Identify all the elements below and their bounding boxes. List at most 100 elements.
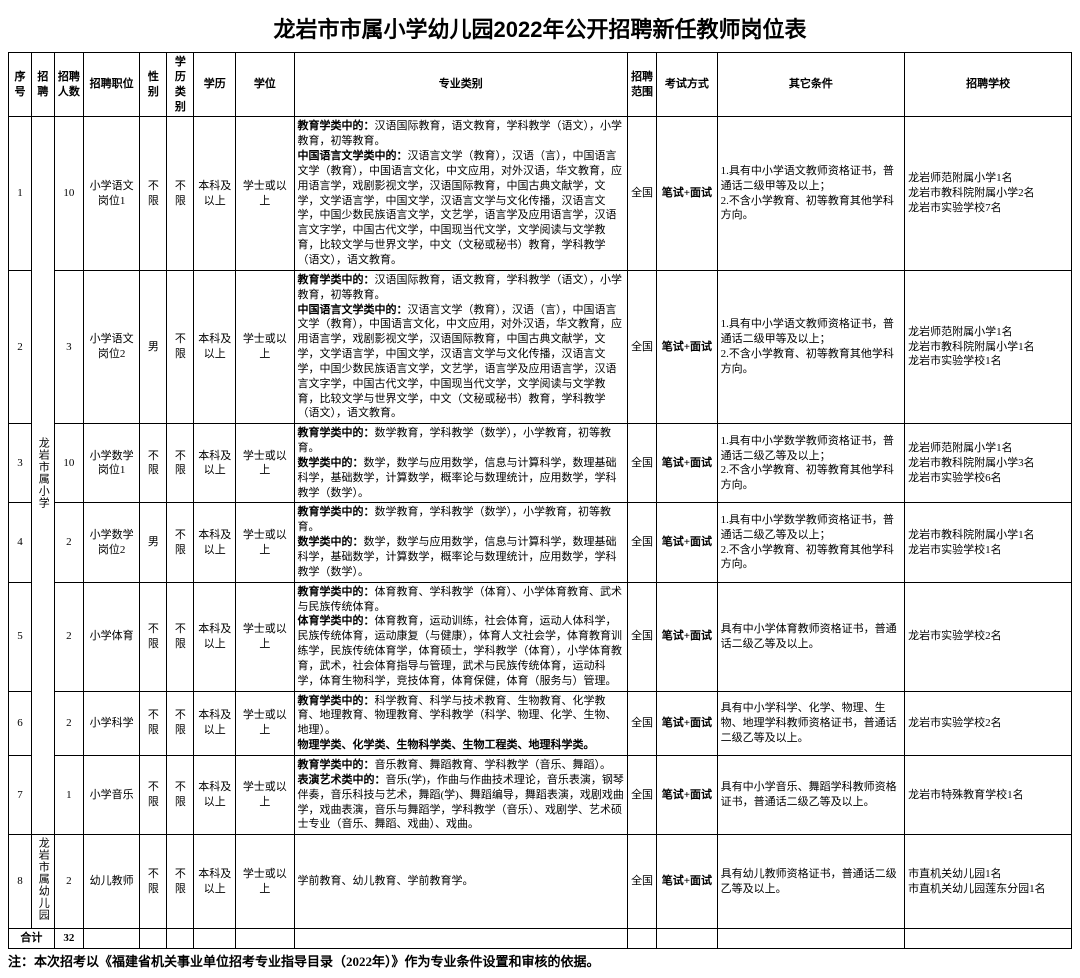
cell-exam: 笔试+面试 [657,755,717,834]
cell-unit: 龙岩市属幼儿园 [31,835,54,929]
cell-count: 10 [54,424,83,503]
cell-gender: 不限 [140,582,167,691]
cell-no: 4 [9,503,32,582]
page-title: 龙岩市市属小学幼儿园2022年公开招聘新任教师岗位表 [8,12,1072,44]
col-major: 专业类别 [294,53,627,117]
cell-exam: 笔试+面试 [657,270,717,423]
cell-other: 1.具有中小学语文教师资格证书，普通话二级甲等及以上；2.不含小学教育、初等教育… [717,270,905,423]
cell-major: 学前教育、幼儿教育、学前教育学。 [294,835,627,929]
col-other: 其它条件 [717,53,905,117]
cell-scope: 全国 [627,835,656,929]
table-header-row: 序号 招聘 招聘人数 招聘职位 性别 学历类别 学历 学位 专业类别 招聘范围 … [9,53,1072,117]
cell-scope: 全国 [627,424,656,503]
cell-no: 2 [9,270,32,423]
cell-no: 5 [9,582,32,691]
cell-degree: 学士或以上 [236,691,294,755]
table-row: 23小学语文岗位2男不限本科及以上学士或以上教育学类中的：汉语国际教育，语文教育… [9,270,1072,423]
cell-gender: 不限 [140,755,167,834]
cell-degree: 学士或以上 [236,582,294,691]
cell-no: 7 [9,755,32,834]
cell-edutype: 不限 [167,582,194,691]
table-row: 8龙岩市属幼儿园2幼儿教师不限不限本科及以上学士或以上学前教育、幼儿教育、学前教… [9,835,1072,929]
cell-total-count: 32 [54,929,83,949]
cell-school: 龙岩师范附属小学1名龙岩市教科院附属小学1名龙岩市实验学校1名 [905,270,1072,423]
cell-scope: 全国 [627,691,656,755]
cell-major: 教育学类中的：数学教育，学科教学（数学），小学教育，初等教育。数学类中的：数学，… [294,424,627,503]
cell-edu: 本科及以上 [194,755,236,834]
cell-school: 龙岩师范附属小学1名龙岩市教科院附属小学3名龙岩市实验学校6名 [905,424,1072,503]
cell-scope: 全国 [627,117,656,270]
col-position: 招聘职位 [84,53,140,117]
cell-school: 龙岩市实验学校2名 [905,582,1072,691]
table-row: 1龙岩市属小学10小学语文岗位1不限不限本科及以上学士或以上教育学类中的：汉语国… [9,117,1072,270]
cell-exam: 笔试+面试 [657,835,717,929]
cell-edutype: 不限 [167,691,194,755]
cell-gender: 不限 [140,691,167,755]
cell-no: 6 [9,691,32,755]
cell-position: 小学语文岗位1 [84,117,140,270]
cell-gender: 不限 [140,835,167,929]
recruitment-table: 序号 招聘 招聘人数 招聘职位 性别 学历类别 学历 学位 专业类别 招聘范围 … [8,52,1072,949]
col-count: 招聘人数 [54,53,83,117]
cell-other: 1.具有中小学数学教师资格证书，普通话二级乙等及以上；2.不含小学教育、初等教育… [717,424,905,503]
cell-exam: 笔试+面试 [657,691,717,755]
cell-count: 3 [54,270,83,423]
table-row: 52小学体育不限不限本科及以上学士或以上教育学类中的：体育教育、学科教学（体育）… [9,582,1072,691]
cell-major: 教育学类中的：科学教育、科学与技术教育、生物教育、化学教育、地理教育、物理教育、… [294,691,627,755]
cell-no: 3 [9,424,32,503]
cell-no: 1 [9,117,32,270]
cell-school: 龙岩市特殊教育学校1名 [905,755,1072,834]
cell-other: 具有中小学科学、化学、物理、生物、地理学科教师资格证书，普通话二级乙等及以上。 [717,691,905,755]
table-row: 71小学音乐不限不限本科及以上学士或以上教育学类中的：音乐教育、舞蹈教育、学科教… [9,755,1072,834]
table-total-row: 合计32 [9,929,1072,949]
cell-school: 龙岩市教科院附属小学1名龙岩市实验学校1名 [905,503,1072,582]
table-row: 42小学数学岗位2男不限本科及以上学士或以上教育学类中的：数学教育，学科教学（数… [9,503,1072,582]
table-row: 62小学科学不限不限本科及以上学士或以上教育学类中的：科学教育、科学与技术教育、… [9,691,1072,755]
cell-count: 2 [54,835,83,929]
cell-other: 1.具有中小学语文教师资格证书，普通话二级甲等及以上；2.不含小学教育、初等教育… [717,117,905,270]
cell-count: 2 [54,503,83,582]
cell-school: 龙岩师范附属小学1名龙岩市教科院附属小学2名龙岩市实验学校7名 [905,117,1072,270]
cell-edu: 本科及以上 [194,270,236,423]
cell-degree: 学士或以上 [236,270,294,423]
cell-exam: 笔试+面试 [657,582,717,691]
footnote: 注：本次招考以《福建省机关事业单位招考专业指导目录（2022年）》作为专业条件设… [8,951,1072,970]
cell-other: 1.具有中小学数学教师资格证书，普通话二级乙等及以上；2.不含小学教育、初等教育… [717,503,905,582]
cell-position: 小学科学 [84,691,140,755]
cell-position: 小学音乐 [84,755,140,834]
cell-school: 市直机关幼儿园1名市直机关幼儿园莲东分园1名 [905,835,1072,929]
cell-position: 小学数学岗位1 [84,424,140,503]
cell-major: 教育学类中的：汉语国际教育，语文教育，学科教学（语文），小学教育，初等教育。中国… [294,270,627,423]
cell-gender: 男 [140,270,167,423]
col-gender: 性别 [140,53,167,117]
cell-position: 小学语文岗位2 [84,270,140,423]
cell-degree: 学士或以上 [236,117,294,270]
cell-edu: 本科及以上 [194,691,236,755]
cell-count: 1 [54,755,83,834]
col-school: 招聘学校 [905,53,1072,117]
cell-edutype: 不限 [167,755,194,834]
col-no: 序号 [9,53,32,117]
cell-edutype: 不限 [167,503,194,582]
cell-no: 8 [9,835,32,929]
cell-edu: 本科及以上 [194,582,236,691]
col-exam: 考试方式 [657,53,717,117]
cell-count: 2 [54,691,83,755]
cell-unit: 龙岩市属小学 [31,117,54,835]
cell-major: 教育学类中的：音乐教育、舞蹈教育、学科教学（音乐、舞蹈）。表演艺术类中的：音乐(… [294,755,627,834]
col-unit: 招聘 [31,53,54,117]
cell-position: 幼儿教师 [84,835,140,929]
cell-edu: 本科及以上 [194,424,236,503]
cell-edu: 本科及以上 [194,503,236,582]
cell-scope: 全国 [627,270,656,423]
cell-scope: 全国 [627,582,656,691]
cell-degree: 学士或以上 [236,424,294,503]
cell-exam: 笔试+面试 [657,424,717,503]
cell-major: 教育学类中的：汉语国际教育，语文教育，学科教学（语文），小学教育，初等教育。中国… [294,117,627,270]
cell-degree: 学士或以上 [236,835,294,929]
cell-position: 小学数学岗位2 [84,503,140,582]
cell-school: 龙岩市实验学校2名 [905,691,1072,755]
table-row: 310小学数学岗位1不限不限本科及以上学士或以上教育学类中的：数学教育，学科教学… [9,424,1072,503]
cell-scope: 全国 [627,755,656,834]
cell-edutype: 不限 [167,117,194,270]
